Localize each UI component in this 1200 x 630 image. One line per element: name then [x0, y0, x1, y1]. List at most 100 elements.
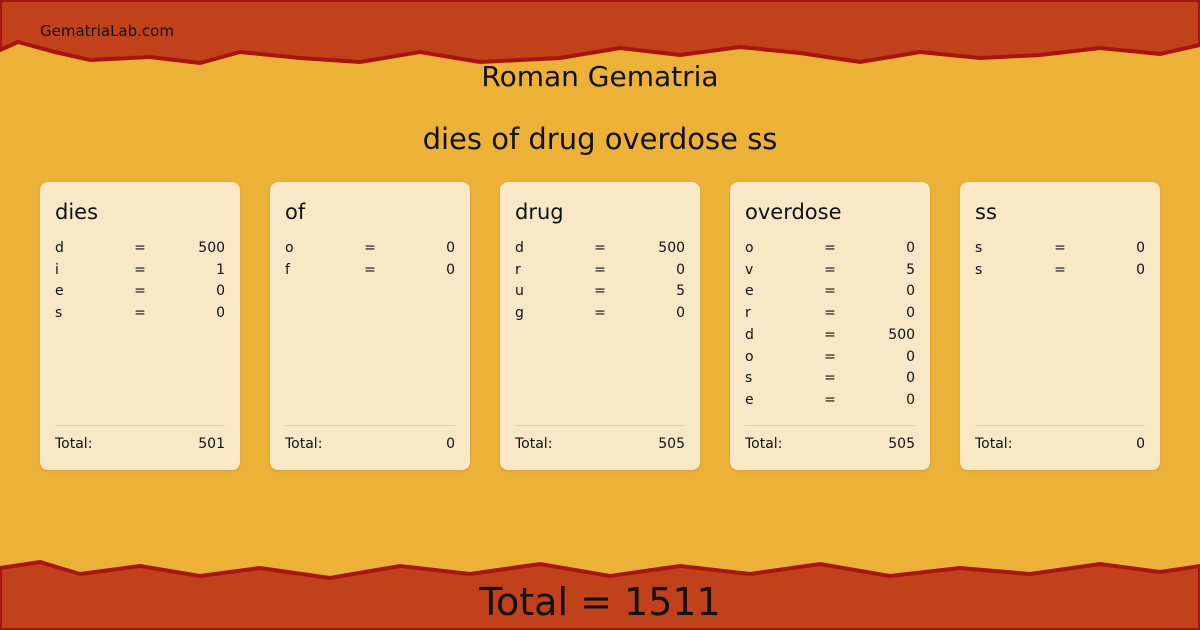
equals: = [594, 261, 606, 278]
word-card: of o = 0 f = 0 Total: 0 [270, 182, 470, 470]
letter: d [745, 326, 754, 343]
letter: s [55, 305, 63, 322]
letter-value: 500 [198, 240, 226, 256]
letter-value: 500 [888, 326, 916, 343]
letter-value: 500 [658, 240, 686, 256]
letter-row: o = 0 [745, 347, 915, 369]
total-label: Total: [975, 436, 1013, 452]
word-title: dies [55, 200, 99, 224]
word-total: Total: 505 [745, 425, 915, 452]
letter: o [745, 348, 754, 365]
word-total: Total: 501 [55, 425, 225, 452]
word-card: drug d = 500 r = 0 u = 5 g = 0 Total: 505 [500, 182, 700, 470]
equals: = [594, 283, 606, 300]
letter: s [745, 370, 753, 387]
total-value: 0 [1136, 436, 1145, 452]
letter: f [285, 261, 290, 278]
letter-row: v = 5 [745, 260, 915, 282]
letter-row: d = 500 [55, 238, 225, 260]
bottom-torn-band [0, 560, 1200, 630]
equals: = [824, 261, 836, 278]
equals: = [134, 261, 146, 278]
word-cards: dies d = 500 i = 1 e = 0 s = 0 Total: 501 of o = 0 f = 0 Total… [40, 182, 1160, 470]
letter-row: i = 1 [55, 260, 225, 282]
equals: = [594, 240, 606, 256]
word-title: drug [515, 200, 564, 224]
equals: = [1054, 261, 1066, 278]
letter-value: 0 [906, 391, 916, 408]
total-value: 501 [198, 436, 225, 452]
letter: d [55, 240, 64, 256]
letter-row: s = 0 [745, 368, 915, 390]
letter-row: s = 0 [975, 238, 1145, 260]
grand-total: Total = 1511 [479, 580, 721, 624]
equals: = [824, 370, 836, 387]
letter-row: s = 0 [975, 260, 1145, 282]
equals: = [594, 305, 606, 322]
word-total: Total: 0 [285, 425, 455, 452]
letter: r [515, 261, 521, 278]
letter: o [285, 240, 294, 256]
letter: r [745, 305, 751, 322]
equals: = [824, 240, 836, 256]
letter: d [515, 240, 524, 256]
total-label: Total: [745, 436, 783, 452]
total-value: 0 [446, 436, 455, 452]
word-card: overdose o = 0 v = 5 e = 0 r = 0 d = 500 o = 0 s = 0 e = 0 Total:… [730, 182, 930, 470]
letter: v [745, 261, 754, 278]
equals: = [134, 305, 146, 322]
letter: e [745, 391, 754, 408]
letter-value: 0 [906, 283, 916, 300]
letter-value: 0 [1136, 240, 1146, 256]
letter-value: 0 [1136, 261, 1146, 278]
letter-row: o = 0 [285, 238, 455, 260]
letter-row: g = 0 [515, 303, 685, 325]
letter-value: 0 [906, 305, 916, 322]
letter-value: 0 [216, 305, 226, 322]
letter-row: u = 5 [515, 281, 685, 303]
page-title: Roman Gematria [481, 60, 719, 93]
letter: i [55, 261, 59, 278]
letter: e [745, 283, 754, 300]
letter-value: 1 [216, 261, 226, 278]
letter-row: s = 0 [55, 303, 225, 325]
letter: s [975, 240, 983, 256]
letter-row: e = 0 [745, 281, 915, 303]
equals: = [134, 240, 146, 256]
letter-value: 0 [676, 305, 686, 322]
total-value: 505 [888, 436, 915, 452]
letter-value: 0 [906, 348, 916, 365]
equals: = [364, 240, 376, 256]
letter-value: 5 [676, 283, 686, 300]
letter: s [975, 261, 983, 278]
letter-row: d = 500 [745, 325, 915, 347]
phrase: dies of drug overdose ss [422, 122, 778, 156]
letter-value: 0 [216, 283, 226, 300]
equals: = [364, 261, 376, 278]
letter: o [745, 240, 754, 256]
word-total: Total: 505 [515, 425, 685, 452]
letter: u [515, 283, 524, 300]
letter-value: 0 [446, 261, 456, 278]
site-name[interactable]: GematriaLab.com [40, 22, 174, 40]
total-label: Total: [285, 436, 323, 452]
letter-row: d = 500 [515, 238, 685, 260]
letter-value: 0 [906, 240, 916, 256]
letter: g [515, 305, 524, 322]
word-title: overdose [745, 200, 842, 224]
letter-row: e = 0 [745, 390, 915, 412]
equals: = [824, 348, 836, 365]
letter-row: o = 0 [745, 238, 915, 260]
total-label: Total: [55, 436, 93, 452]
letter-row: r = 0 [745, 303, 915, 325]
word-total: Total: 0 [975, 425, 1145, 452]
word-title: of [285, 200, 306, 224]
word-title: ss [975, 200, 997, 224]
word-card: dies d = 500 i = 1 e = 0 s = 0 Total: 501 [40, 182, 240, 470]
letter-row: f = 0 [285, 260, 455, 282]
equals: = [1054, 240, 1066, 256]
letter-row: r = 0 [515, 260, 685, 282]
letter-value: 5 [906, 261, 916, 278]
equals: = [824, 283, 836, 300]
total-label: Total: [515, 436, 553, 452]
